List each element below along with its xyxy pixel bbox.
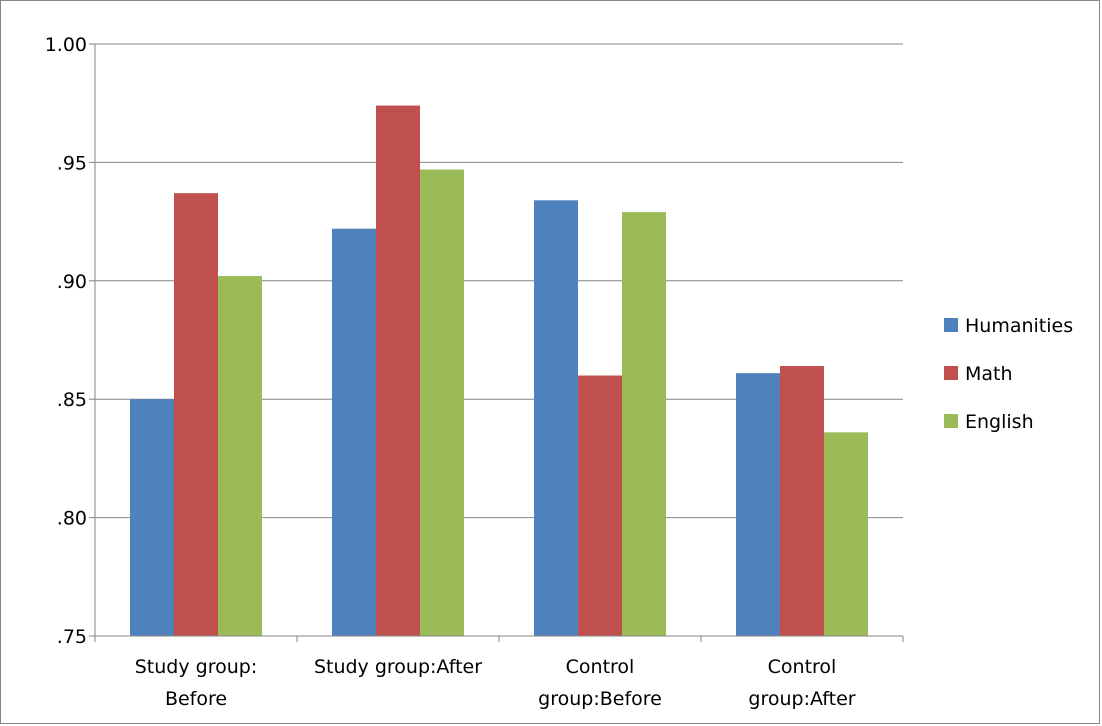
- y-tick-label: .85: [57, 389, 87, 411]
- y-tick-label: .95: [57, 152, 87, 174]
- x-category-label: Study group:After: [314, 656, 482, 678]
- legend-label-english: English: [965, 411, 1034, 433]
- bar-math: [376, 105, 420, 637]
- bar-humanities: [332, 228, 376, 637]
- legend-swatch-math: [944, 366, 958, 380]
- bar-math: [174, 193, 218, 636]
- legend-swatch-humanities: [944, 318, 958, 332]
- x-category-label: Before: [165, 688, 227, 710]
- x-category-label: group:Before: [538, 688, 662, 710]
- axes: [94, 44, 904, 642]
- x-axis-labels: Study group: Before Study group:After Contr…: [135, 656, 856, 710]
- legend: Humanities Math English: [944, 315, 1073, 433]
- y-tick-label: .90: [57, 271, 87, 293]
- bar-english: [218, 276, 262, 636]
- bar-english: [622, 212, 666, 637]
- bar-math: [780, 366, 824, 636]
- y-tick-label: .75: [57, 626, 87, 648]
- x-category-label: Control: [566, 656, 635, 678]
- x-category-label: Study group:: [135, 656, 257, 678]
- bar-humanities: [534, 200, 578, 636]
- bar-humanities: [130, 399, 174, 636]
- legend-swatch-english: [944, 414, 958, 428]
- bar-humanities: [736, 373, 780, 636]
- legend-label-humanities: Humanities: [965, 315, 1073, 337]
- bar-math: [578, 375, 622, 636]
- bar-english: [824, 432, 868, 636]
- bars: [130, 105, 868, 637]
- bar-english: [420, 169, 464, 636]
- legend-label-math: Math: [965, 363, 1013, 385]
- y-tick-label: .80: [57, 508, 87, 530]
- x-category-label: Control: [768, 656, 837, 678]
- x-category-label: group:After: [748, 688, 855, 710]
- y-tick-label: 1.00: [45, 34, 87, 56]
- y-axis-ticks: 1.00 .95 .90 .85 .80 .75: [45, 34, 95, 648]
